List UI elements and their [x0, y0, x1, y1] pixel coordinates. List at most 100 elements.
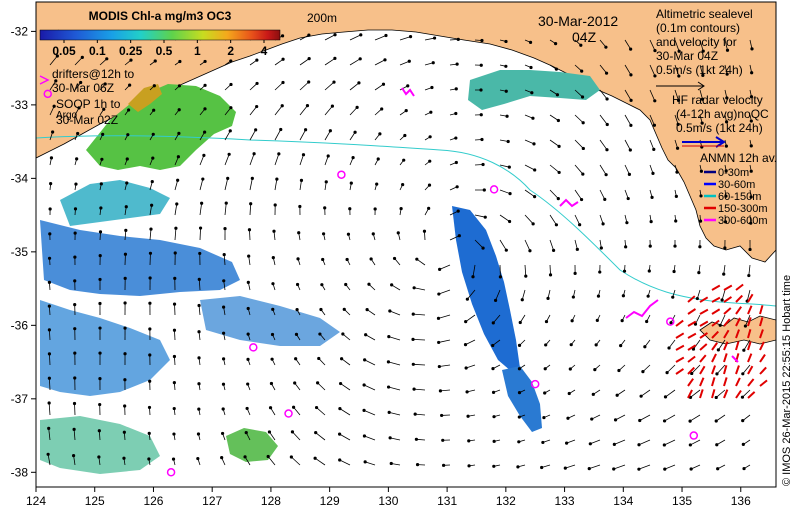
current-vector [197, 277, 201, 291]
current-vector [649, 89, 657, 103]
current-vector [313, 456, 326, 466]
hf-radar-vector [759, 329, 764, 339]
current-vector [386, 360, 401, 366]
current-vector [172, 381, 176, 391]
altimetry-legend: Altimetric sealevel (0.1m contours) and … [656, 7, 753, 91]
current-vector [599, 39, 608, 49]
argo-float-marker [689, 431, 699, 440]
current-vector [72, 401, 77, 416]
current-vector [441, 463, 451, 467]
argo-float-marker [43, 89, 52, 99]
current-vector [499, 189, 512, 196]
current-vector [123, 352, 127, 366]
hf-radar-vector [747, 391, 756, 399]
current-vector [294, 357, 301, 366]
current-vector [147, 457, 151, 466]
hf-radar-vector [735, 389, 742, 399]
current-vector [148, 327, 152, 341]
current-vector [524, 239, 532, 253]
current-vector [267, 430, 276, 441]
hf-radar-vector [723, 389, 729, 399]
drifters-line-1: drifters@12h to [52, 67, 135, 81]
current-vector [697, 264, 701, 275]
current-vector [399, 133, 407, 141]
anmn-legend-label: 30-60m [718, 179, 755, 191]
current-vector [491, 339, 501, 348]
current-vector [549, 164, 561, 175]
current-vector [174, 155, 180, 166]
current-vector [574, 189, 584, 202]
current-vector [274, 104, 284, 116]
current-vector [249, 152, 256, 166]
current-vector [98, 277, 102, 291]
current-vector [122, 456, 126, 466]
drifters-line-2: 30-Mar 06Z [52, 81, 114, 95]
current-vector [662, 439, 676, 447]
hf-radar-vector [687, 389, 693, 399]
current-vector [369, 257, 376, 266]
hf-radar-vector [735, 306, 743, 315]
current-vector [244, 430, 251, 441]
current-vector [599, 64, 609, 75]
current-vector [224, 129, 232, 141]
lat-tick-label: -38 [11, 465, 29, 479]
current-vector [174, 108, 181, 116]
anmn-legend: ANMN 12h av. 0-30m30-60m60-150m150-300m3… [700, 151, 777, 227]
current-vector [565, 439, 576, 445]
current-vector [412, 387, 426, 391]
current-vector [724, 89, 729, 100]
current-vector [663, 464, 676, 471]
current-vector [374, 82, 386, 91]
current-vector [718, 314, 726, 327]
current-vector [221, 357, 226, 366]
current-vector [466, 414, 476, 418]
current-vector [344, 282, 351, 291]
current-vector [399, 158, 406, 166]
hf-radar-vector [687, 320, 697, 327]
current-vector [320, 283, 326, 291]
current-vector [149, 132, 155, 141]
current-vector [491, 364, 501, 371]
current-vector [147, 431, 151, 441]
current-vector [364, 333, 376, 341]
current-vector [98, 351, 102, 366]
hf-radar-vector [711, 365, 717, 375]
hf-radar-vector [711, 284, 721, 291]
current-vector [345, 257, 351, 266]
argo-float-marker [489, 185, 499, 194]
hf-radar-vector [687, 332, 697, 339]
colorbar-tick-label: 0.05 [52, 44, 76, 58]
map-date: 30-Mar-2012 [538, 13, 618, 29]
current-vector [220, 431, 226, 441]
current-vector [149, 84, 156, 91]
current-vector [124, 228, 128, 241]
current-vector [99, 182, 103, 191]
chl-patch-northwest-hot [128, 84, 162, 112]
current-vector [569, 339, 576, 347]
current-vector [148, 251, 153, 266]
current-vector [499, 89, 508, 93]
hf-radar-vector [759, 379, 768, 387]
current-vector [47, 376, 51, 391]
current-vector [621, 289, 626, 298]
current-vector [74, 106, 81, 116]
current-vector [638, 414, 651, 423]
current-vector [741, 414, 751, 423]
current-vector [98, 402, 102, 416]
current-vector [99, 206, 103, 216]
hf-radar-vector [759, 353, 766, 363]
current-vector [338, 381, 351, 391]
current-vector [245, 406, 251, 416]
current-vector [324, 104, 335, 116]
current-vector [599, 114, 609, 127]
current-vector [172, 406, 176, 416]
current-vector [273, 203, 277, 216]
colorbar-tick-label: 0.1 [89, 44, 106, 58]
current-vector [590, 414, 601, 421]
current-vector [371, 232, 376, 241]
anmn-title: ANMN 12h av. [700, 151, 777, 165]
current-vector [474, 214, 487, 219]
latitude-axis: -32 -33 -34 -35 -36 -37 -38 [11, 24, 36, 479]
current-vector [124, 108, 131, 116]
lon-tick-label: 136 [731, 494, 751, 508]
